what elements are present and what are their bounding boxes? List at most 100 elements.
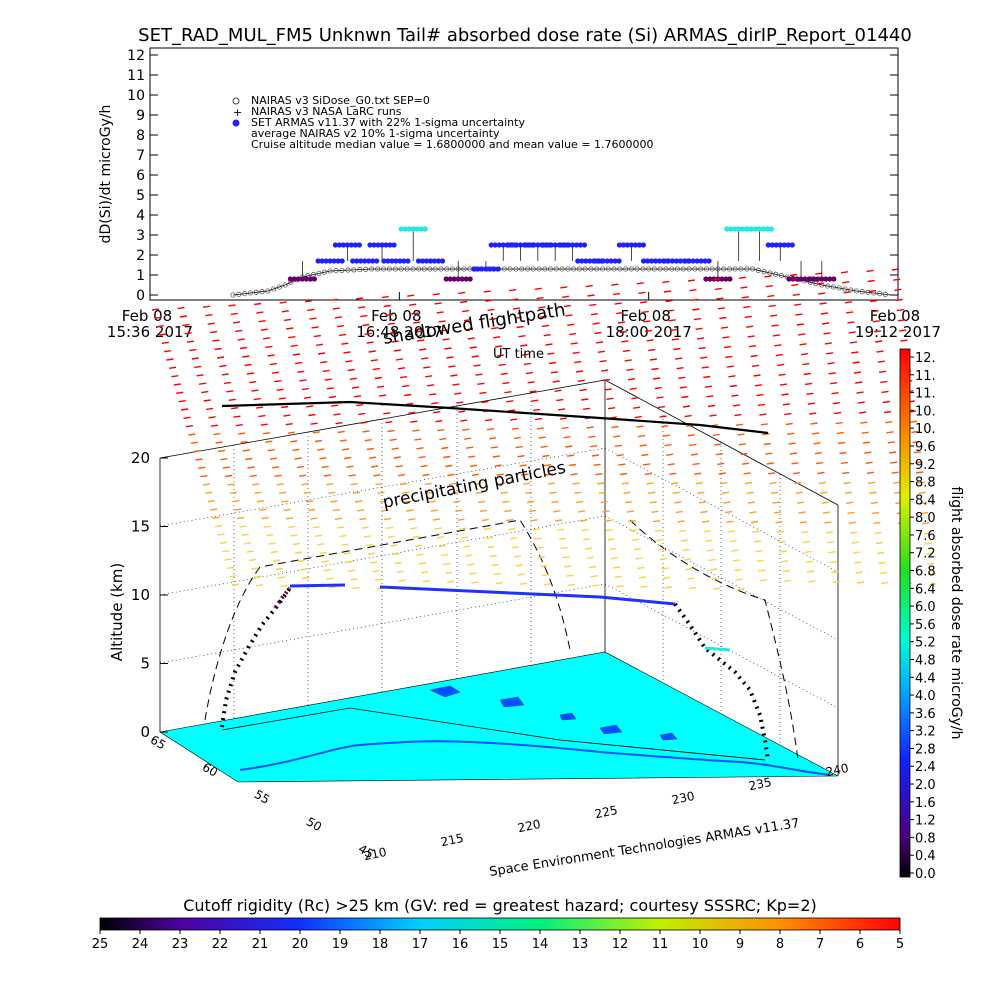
armas-point: [348, 242, 354, 248]
particle-mark: [702, 520, 710, 523]
particle-mark: [471, 473, 480, 476]
particle-mark: [896, 308, 904, 312]
particle-mark: [312, 526, 320, 529]
particle-mark: [621, 482, 629, 485]
nairas-point: [351, 267, 357, 273]
altitude-tick-label: 20: [131, 449, 150, 467]
particle-mark: [447, 473, 455, 477]
particle-mark: [522, 353, 530, 356]
armas-point: [422, 226, 428, 232]
particle-mark: [352, 586, 360, 590]
dose-colorbar-tick-label: 6.8: [915, 565, 936, 580]
particle-mark: [295, 361, 303, 365]
particle-mark: [205, 491, 213, 494]
particle-mark: [866, 269, 874, 273]
particle-mark: [390, 544, 398, 547]
particle-mark: [658, 548, 666, 551]
particle-mark: [840, 461, 848, 465]
particle-mark: [598, 491, 606, 494]
nairas-point: [594, 266, 600, 272]
particle-mark: [249, 474, 257, 478]
particle-mark: [500, 372, 508, 376]
particle-mark: [874, 531, 882, 535]
nairas-point: [571, 266, 577, 272]
particle-mark: [567, 454, 575, 457]
particle-mark: [611, 557, 619, 560]
particle-mark: [183, 416, 191, 419]
particle-mark: [460, 300, 468, 304]
rigidity-colorbar-tick-label: 11: [652, 937, 669, 952]
particle-mark: [881, 581, 889, 585]
altitude-tick-label: 5: [140, 655, 150, 673]
particle-mark: [849, 341, 858, 344]
particle-mark: [738, 443, 747, 446]
particle-mark: [456, 401, 464, 404]
particle-mark: [368, 350, 376, 353]
particle-mark: [418, 562, 426, 565]
particle-mark: [374, 578, 382, 582]
particle-mark: [885, 421, 893, 424]
particle-mark: [594, 331, 602, 335]
nairas-point: [501, 266, 507, 272]
particle-mark: [463, 319, 472, 322]
particle-mark: [481, 400, 489, 404]
particle-mark: [724, 510, 733, 514]
particle-mark: [393, 349, 401, 352]
particle-mark: [648, 491, 656, 494]
rigidity-colorbar-tick-label: 5: [896, 937, 904, 952]
particle-mark: [747, 335, 755, 338]
nairas-point: [750, 266, 756, 272]
particle-mark: [804, 550, 812, 554]
particle-mark: [376, 385, 385, 388]
particle-mark: [448, 365, 456, 368]
particle-mark: [614, 302, 622, 305]
particle-mark: [706, 395, 714, 398]
particle-mark: [445, 464, 453, 468]
particle-mark: [682, 548, 690, 552]
particle-mark: [151, 308, 160, 311]
particle-mark: [330, 298, 338, 301]
dose-rate-colorbar-ticks: 12. 11. 11. 10. 10. 9.6 9.2 8.8 8.4 8.0 7.6 7.2 6.8 6…: [910, 351, 936, 882]
particle-mark: [919, 501, 927, 505]
armas-point: [702, 258, 708, 264]
particle-mark: [274, 380, 282, 383]
particle-mark: [718, 472, 726, 475]
dose-colorbar-tick-label: 7.2: [915, 547, 936, 562]
particle-mark: [561, 295, 570, 298]
particle-mark: [848, 331, 856, 334]
particle-mark: [558, 408, 566, 411]
nairas-point: [825, 283, 831, 289]
particle-mark: [525, 491, 533, 494]
particle-mark: [299, 474, 307, 477]
particle-mark: [711, 577, 719, 581]
particle-mark: [396, 570, 404, 573]
dose-colorbar-tick-label: 10.: [915, 404, 936, 419]
armas-point: [785, 242, 791, 248]
longitude-tick-label: 240: [825, 761, 850, 779]
armas-point: [632, 242, 639, 248]
particle-mark: [311, 326, 319, 329]
particle-mark: [728, 530, 736, 533]
armas-point: [661, 258, 668, 264]
particle-mark: [421, 357, 429, 360]
nairas-point: [882, 291, 888, 297]
armas-point: [748, 226, 755, 232]
particle-mark: [567, 323, 575, 326]
particle-mark: [816, 461, 824, 465]
particle-mark: [764, 275, 772, 278]
nairas-point: [398, 266, 404, 272]
armas-point: [744, 226, 751, 232]
particle-mark: [910, 420, 918, 423]
particle-mark: [545, 343, 553, 346]
particle-mark: [803, 372, 811, 376]
armas-point: [707, 276, 713, 282]
particle-mark: [523, 482, 531, 485]
particle-mark: [370, 561, 378, 564]
particle-mark: [809, 412, 817, 415]
particle-mark: [893, 278, 901, 281]
armas-point: [350, 258, 356, 264]
particle-mark: [810, 422, 818, 425]
rigidity-colorbar-tick-label: 14: [532, 937, 549, 952]
particle-mark: [342, 448, 350, 451]
dose-colorbar-tick-label: 6.4: [915, 582, 936, 597]
